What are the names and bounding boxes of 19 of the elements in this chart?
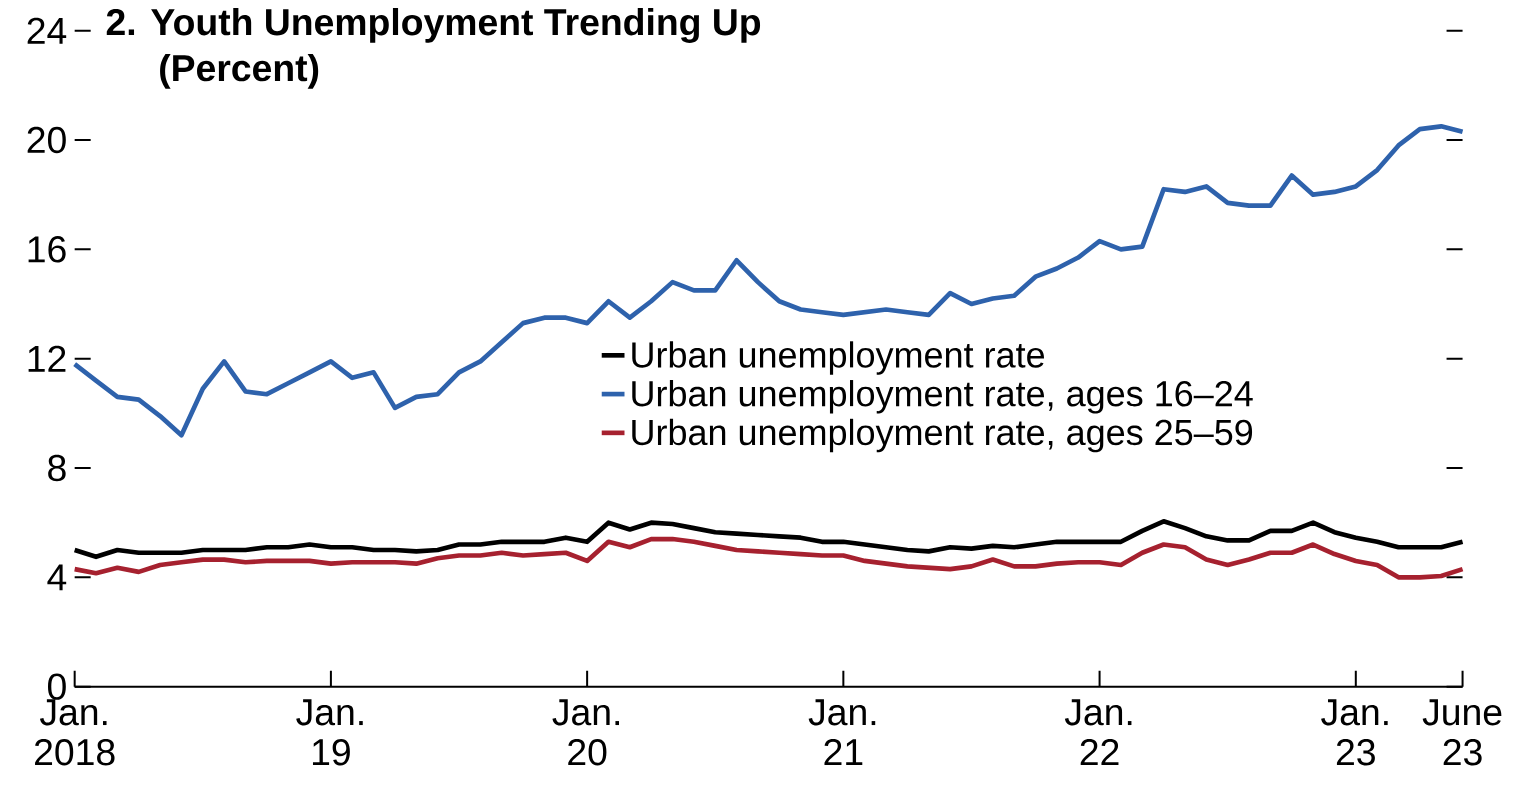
x-tick-label: Jan. 23	[1321, 699, 1388, 766]
y-tick-label: 20	[27, 126, 66, 154]
text: (Percent)	[160, 54, 319, 89]
y-tick-label: 24	[27, 17, 67, 44]
x-tick-label: Jan. 20	[552, 699, 619, 766]
x-tick-label: Jan. 19	[296, 699, 363, 766]
y-tick-label: 4	[47, 564, 67, 591]
legend-label: Urban unemployment rate, ages 25–59	[632, 418, 1253, 453]
y-tick-label: 16	[28, 236, 66, 263]
legend-label: Urban unemployment rate	[632, 341, 1045, 376]
chart-title: 2. Youth Unemployment Trending Up	[106, 8, 761, 44]
x-tick-label: Jan. 22	[1064, 699, 1132, 766]
legend-label: Urban unemployment rate, ages 16–24	[632, 380, 1253, 414]
y-tick-label: 8	[48, 454, 66, 482]
x-tick-label: June 23	[1422, 699, 1502, 766]
x-tick-label: Jan. 2018	[35, 699, 115, 766]
x-tick-label: Jan. 21	[808, 699, 876, 766]
y-tick-label: 0	[48, 673, 66, 701]
y-tick-label: 12	[28, 345, 66, 372]
